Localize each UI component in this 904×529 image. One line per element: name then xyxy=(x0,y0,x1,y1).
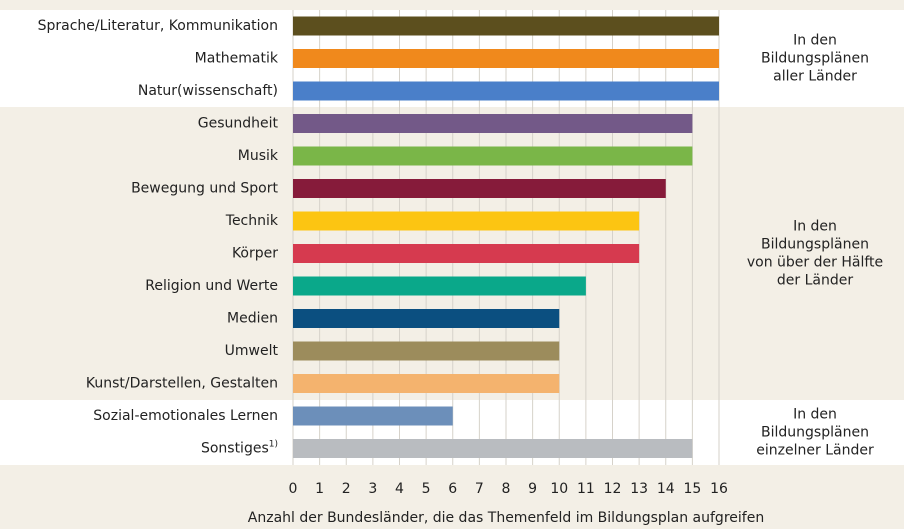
x-tick-label: 15 xyxy=(683,481,701,497)
x-tick-label: 7 xyxy=(475,481,484,497)
y-tick-label: Bewegung und Sport xyxy=(131,181,278,197)
category-text: Bewegung und Sport xyxy=(131,181,278,197)
bar xyxy=(293,276,586,296)
y-tick-label: Sozial-emotionales Lernen xyxy=(93,408,278,424)
category-text: Musik xyxy=(238,148,279,164)
group-label: In den xyxy=(793,219,837,235)
y-tick-label: Umwelt xyxy=(225,343,279,359)
y-tick-label: Religion und Werte xyxy=(145,278,278,294)
bar xyxy=(293,244,640,263)
group-label: Bildungsplänen xyxy=(761,237,869,253)
bar xyxy=(293,81,719,101)
bar xyxy=(293,406,453,426)
bar xyxy=(293,16,719,36)
bar xyxy=(293,439,693,458)
y-tick-label: Kunst/Darstellen, Gestalten xyxy=(86,376,278,392)
y-tick-label: Medien xyxy=(227,311,278,327)
y-tick-label: Körper xyxy=(232,246,278,262)
x-tick-label: 10 xyxy=(550,481,568,497)
y-tick-label: Natur(wissenschaft) xyxy=(138,83,278,99)
x-tick-label: 0 xyxy=(289,481,298,497)
category-text: Kunst/Darstellen, Gestalten xyxy=(86,376,278,392)
group-label: In den xyxy=(793,33,837,49)
bar xyxy=(293,211,640,231)
y-tick-label: Gesundheit xyxy=(198,116,279,132)
category-text: Gesundheit xyxy=(198,116,279,132)
group-label: Bildungsplänen xyxy=(761,424,869,440)
x-tick-label: 2 xyxy=(342,481,351,497)
bar xyxy=(293,179,666,198)
bar xyxy=(293,341,560,361)
group-label: In den xyxy=(793,406,837,422)
y-tick-label: Musik xyxy=(238,148,279,164)
category-text: Umwelt xyxy=(225,343,279,359)
y-tick-label: Mathematik xyxy=(195,51,279,67)
bar xyxy=(293,309,560,328)
group-label: Bildungsplänen xyxy=(761,51,869,67)
x-tick-label: 5 xyxy=(422,481,431,497)
category-text: Natur(wissenschaft) xyxy=(138,83,278,99)
category-text: Körper xyxy=(232,246,278,262)
x-tick-label: 6 xyxy=(448,481,457,497)
y-tick-label: Sonstiges1) xyxy=(201,439,278,457)
x-tick-label: 16 xyxy=(710,481,728,497)
category-text: Technik xyxy=(225,213,279,229)
x-tick-label: 12 xyxy=(604,481,622,497)
y-tick-label: Technik xyxy=(225,213,279,229)
x-tick-label: 3 xyxy=(368,481,377,497)
category-text: Sonstiges xyxy=(201,441,269,457)
x-tick-label: 14 xyxy=(657,481,675,497)
x-axis-label: Anzahl der Bundesländer, die das Themenf… xyxy=(248,510,764,526)
x-tick-label: 8 xyxy=(502,481,511,497)
x-tick-label: 4 xyxy=(395,481,404,497)
bar xyxy=(293,374,560,393)
footnote-marker: 1) xyxy=(269,439,278,449)
bar xyxy=(293,114,693,133)
category-text: Sozial-emotionales Lernen xyxy=(93,408,278,424)
bar xyxy=(293,49,719,68)
category-text: Medien xyxy=(227,311,278,327)
x-tick-label: 1 xyxy=(315,481,324,497)
group-label: von über der Hälfte xyxy=(747,255,883,271)
group-label: einzelner Länder xyxy=(756,442,874,458)
group-label: der Länder xyxy=(777,273,853,289)
category-text: Religion und Werte xyxy=(145,278,278,294)
group-label: aller Länder xyxy=(773,69,857,85)
category-text: Mathematik xyxy=(195,51,279,67)
x-tick-label: 11 xyxy=(577,481,595,497)
bar xyxy=(293,146,693,166)
y-tick-label: Sprache/Literatur, Kommunikation xyxy=(38,18,278,34)
x-tick-label: 9 xyxy=(528,481,537,497)
category-text: Sprache/Literatur, Kommunikation xyxy=(38,18,278,34)
x-tick-label: 13 xyxy=(630,481,648,497)
